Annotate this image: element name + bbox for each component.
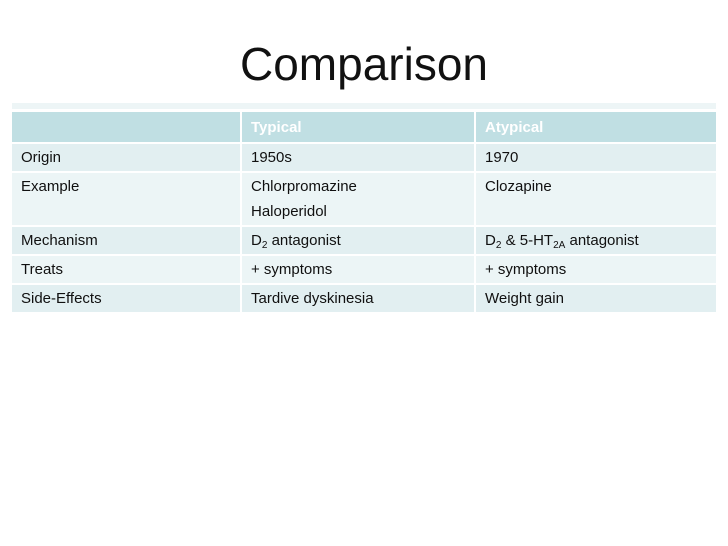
header-cell-atypical: Atypical <box>476 112 716 142</box>
row-side-effects-label: Side-Effects <box>12 285 240 312</box>
row-treats-label: Treats <box>12 256 240 283</box>
row-mechanism-atypical: D2 & 5-HT2A antagonist <box>476 227 716 254</box>
row-origin-label: Origin <box>12 144 240 171</box>
table-top-strip <box>12 103 716 109</box>
slide-title: Comparison <box>240 38 488 90</box>
row-origin-typical: 1950s <box>242 144 474 171</box>
header-cell-empty <box>12 112 240 142</box>
row-origin-atypical: 1970 <box>476 144 716 171</box>
row-side-effects-typical: Tardive dyskinesia <box>242 285 474 312</box>
row-mechanism-label: Mechanism <box>12 227 240 254</box>
row-treats-typical: + symptoms <box>242 256 474 283</box>
row-mechanism-typical: D2 antagonist <box>242 227 474 254</box>
row-example-label: Example <box>12 173 240 225</box>
row-example-typical: Chlorpromazine Haloperidol <box>242 173 474 225</box>
comparison-table: Typical Atypical Origin 1950s 1970 Examp… <box>12 103 716 312</box>
row-example-atypical: Clozapine <box>476 173 716 225</box>
row-treats-atypical: + symptoms <box>476 256 716 283</box>
row-side-effects-atypical: Weight gain <box>476 285 716 312</box>
table-grid: Typical Atypical Origin 1950s 1970 Examp… <box>12 112 716 312</box>
header-cell-typical: Typical <box>242 112 474 142</box>
